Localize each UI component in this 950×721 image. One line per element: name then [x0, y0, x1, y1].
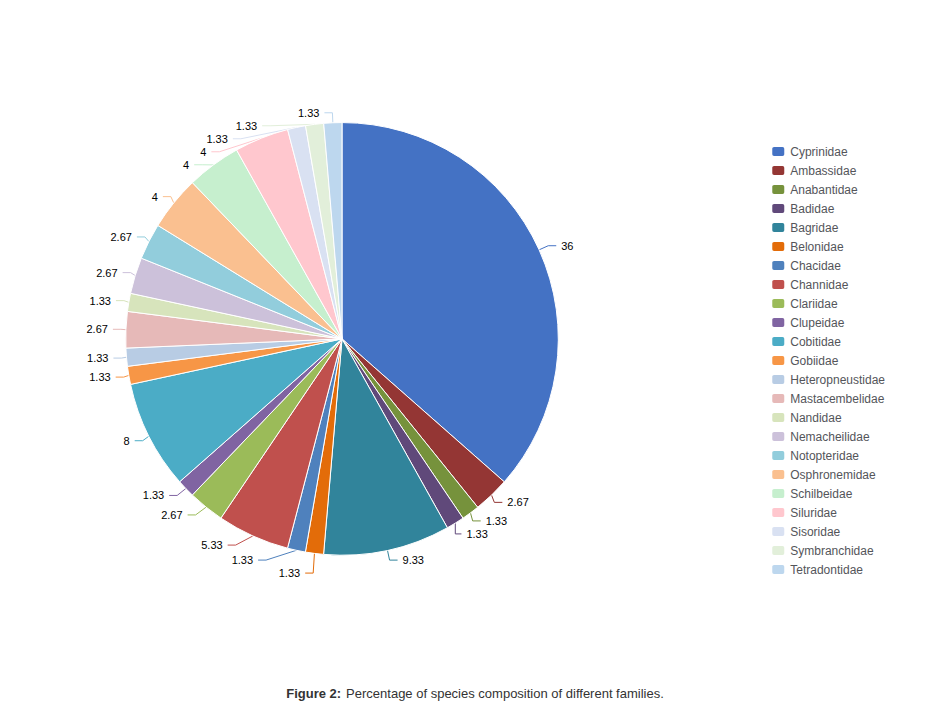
svg-text:1.33: 1.33 — [89, 371, 110, 383]
svg-text:5.33: 5.33 — [201, 539, 222, 551]
svg-text:Symbranchidae: Symbranchidae — [790, 544, 874, 558]
svg-text:Anabantidae: Anabantidae — [790, 183, 858, 197]
svg-text:Schilbeidae: Schilbeidae — [790, 487, 852, 501]
svg-text:Clariidae: Clariidae — [790, 297, 838, 311]
svg-text:8: 8 — [124, 435, 130, 447]
svg-text:1.33: 1.33 — [206, 133, 227, 145]
svg-text:Belonidae: Belonidae — [790, 240, 844, 254]
svg-text:Osphronemidae: Osphronemidae — [790, 468, 876, 482]
svg-text:Figure 2:: Figure 2: — [286, 686, 341, 701]
svg-text:Badidae: Badidae — [790, 202, 834, 216]
svg-text:2.67: 2.67 — [86, 323, 107, 335]
svg-text:1.33: 1.33 — [236, 120, 257, 132]
svg-text:36: 36 — [561, 240, 573, 252]
svg-text:1.33: 1.33 — [466, 528, 487, 540]
svg-text:2.67: 2.67 — [161, 509, 182, 521]
svg-text:Chacidae: Chacidae — [790, 259, 841, 273]
svg-text:1.33: 1.33 — [279, 567, 300, 579]
svg-text:Clupeidae: Clupeidae — [790, 316, 844, 330]
svg-text:Mastacembelidae: Mastacembelidae — [790, 392, 884, 406]
svg-text:4: 4 — [152, 191, 158, 203]
svg-text:2.67: 2.67 — [110, 231, 131, 243]
svg-text:Sisoridae: Sisoridae — [790, 525, 840, 539]
svg-text:1.33: 1.33 — [232, 554, 253, 566]
svg-text:4: 4 — [183, 159, 189, 171]
svg-text:1.33: 1.33 — [87, 352, 108, 364]
svg-text:2.67: 2.67 — [507, 496, 528, 508]
svg-text:Cyprinidae: Cyprinidae — [790, 145, 848, 159]
svg-text:Bagridae: Bagridae — [790, 221, 838, 235]
svg-text:Ambassidae: Ambassidae — [790, 164, 856, 178]
svg-text:Nandidae: Nandidae — [790, 411, 842, 425]
svg-text:Percentage of species composit: Percentage of species composition of dif… — [346, 686, 664, 701]
svg-text:1.33: 1.33 — [143, 489, 164, 501]
svg-text:Notopteridae: Notopteridae — [790, 449, 859, 463]
svg-text:Siluridae: Siluridae — [790, 506, 837, 520]
svg-text:Nemacheilidae: Nemacheilidae — [790, 430, 870, 444]
svg-text:1.33: 1.33 — [486, 515, 507, 527]
svg-text:Channidae: Channidae — [790, 278, 848, 292]
svg-text:Gobiidae: Gobiidae — [790, 354, 838, 368]
svg-text:4: 4 — [200, 146, 206, 158]
svg-text:1.33: 1.33 — [298, 107, 319, 119]
svg-text:Tetradontidae: Tetradontidae — [790, 563, 863, 577]
svg-text:Heteropneustidae: Heteropneustidae — [790, 373, 885, 387]
svg-text:2.67: 2.67 — [96, 267, 117, 279]
svg-text:Cobitidae: Cobitidae — [790, 335, 841, 349]
svg-text:9.33: 9.33 — [403, 554, 424, 566]
svg-text:1.33: 1.33 — [90, 295, 111, 307]
